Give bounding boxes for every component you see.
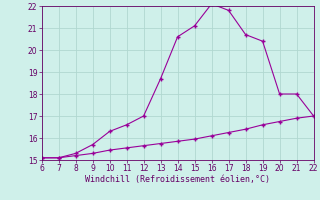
X-axis label: Windchill (Refroidissement éolien,°C): Windchill (Refroidissement éolien,°C): [85, 175, 270, 184]
